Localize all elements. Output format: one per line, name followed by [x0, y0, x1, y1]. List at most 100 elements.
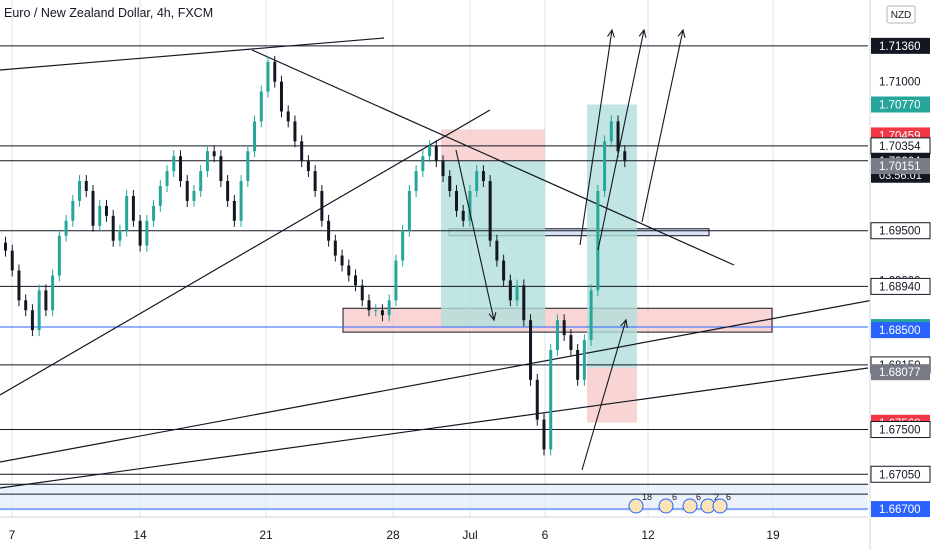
time-tick-label: 21 — [259, 528, 273, 542]
horizontal-levels — [0, 45, 868, 510]
time-axis[interactable]: 7 14 21 28 Jul 6 12 19 — [0, 516, 868, 542]
time-tick-label: 12 — [641, 528, 655, 542]
currency-badge — [886, 5, 916, 24]
target-zone-2 — [587, 104, 637, 368]
price-label-bg — [870, 277, 931, 295]
candle-body — [118, 230, 122, 241]
candle-body — [407, 190, 411, 231]
price-label-bg — [870, 421, 931, 439]
event-badge — [712, 498, 728, 514]
candle-body — [273, 61, 277, 82]
event-badge-count: 6 — [672, 492, 677, 502]
candle-body — [98, 205, 102, 226]
candle-body — [57, 235, 61, 276]
candle-body — [232, 200, 236, 221]
candle-body — [279, 81, 283, 112]
candle-body — [24, 300, 28, 311]
candle-body — [340, 255, 344, 266]
candle-body — [199, 171, 203, 191]
candle-body — [158, 186, 162, 206]
candle-body — [454, 190, 458, 211]
event-badges: 18 6 6 2 6 — [628, 492, 731, 514]
candle-body — [51, 275, 55, 311]
candle-body — [502, 260, 506, 281]
candle-body — [461, 210, 465, 221]
price-label: 1.68500 — [879, 325, 921, 337]
arrow-line — [455, 149, 495, 321]
arrow-line — [579, 29, 613, 246]
candle-body — [542, 419, 546, 450]
candle-body — [582, 340, 586, 380]
price-label: 1.69500 — [879, 226, 921, 238]
price-label-bg — [871, 96, 930, 113]
candle-body — [246, 151, 250, 182]
candle-body — [145, 220, 149, 246]
candle-body — [441, 161, 445, 177]
candle-body — [313, 171, 317, 191]
price-axis[interactable]: NZD1.713601.710001.707701.704591.703541.… — [869, 0, 932, 550]
price-label: 1.68077 — [879, 367, 921, 379]
candle-body — [259, 91, 263, 122]
time-tick-label: 28 — [386, 528, 400, 542]
time-tick-label: 6 — [542, 528, 549, 542]
price-label-bg — [871, 158, 930, 175]
trendline — [0, 367, 869, 489]
gridlines — [11, 0, 774, 517]
candle-body — [266, 61, 270, 92]
arrows — [455, 28, 686, 471]
event-badge-count: 2 — [714, 492, 719, 502]
candle-body — [515, 285, 519, 301]
candle-body — [253, 121, 257, 152]
event-badge-count: 18 — [642, 492, 652, 502]
price-label-bg — [871, 364, 930, 381]
target-zone-1 — [441, 161, 545, 328]
candle-body — [596, 190, 600, 291]
candle-body — [434, 146, 438, 162]
candle-body — [104, 205, 108, 216]
price-label-bg — [870, 222, 931, 240]
candle-body — [623, 151, 627, 162]
trendline — [0, 109, 491, 396]
candle-body — [549, 350, 553, 450]
candle-body — [293, 121, 297, 142]
candle-body — [30, 310, 34, 331]
price-axis-bg — [870, 0, 932, 550]
arrow-head — [607, 28, 615, 38]
candle-body — [327, 220, 331, 241]
candle-body — [589, 290, 593, 341]
stop-zone-2 — [587, 367, 637, 423]
stop-zone-1 — [441, 129, 545, 162]
zones — [0, 104, 868, 512]
time-tick-label: 7 — [9, 528, 16, 542]
candle-body — [428, 146, 432, 157]
arrow-head — [488, 312, 497, 322]
price-label-bg — [871, 501, 930, 518]
candle-body — [360, 285, 364, 301]
price-label-bg — [871, 37, 930, 54]
arrow-head — [620, 318, 628, 328]
candle-body — [414, 171, 418, 191]
candles — [4, 55, 627, 456]
candle-body — [367, 300, 371, 311]
candle-body — [421, 156, 425, 172]
price-label: 1.66700 — [879, 504, 921, 516]
candle-body — [165, 171, 169, 187]
candle-body — [300, 141, 304, 162]
candle-body — [475, 171, 479, 191]
candle-body — [172, 156, 176, 172]
candle-body — [71, 200, 75, 221]
candle-body — [535, 379, 539, 420]
candle-body — [522, 285, 526, 321]
candle-body — [64, 220, 68, 236]
candle-body — [91, 190, 95, 226]
candle-body — [488, 181, 492, 241]
candle-body — [185, 181, 189, 201]
candle-body — [320, 190, 324, 221]
time-tick-label: 14 — [133, 528, 147, 542]
candle-body — [212, 151, 216, 157]
candle-body — [10, 250, 14, 271]
price-label: 1.67050 — [879, 469, 921, 481]
arrow-head — [638, 28, 647, 38]
event-badge-count: 6 — [696, 492, 701, 502]
